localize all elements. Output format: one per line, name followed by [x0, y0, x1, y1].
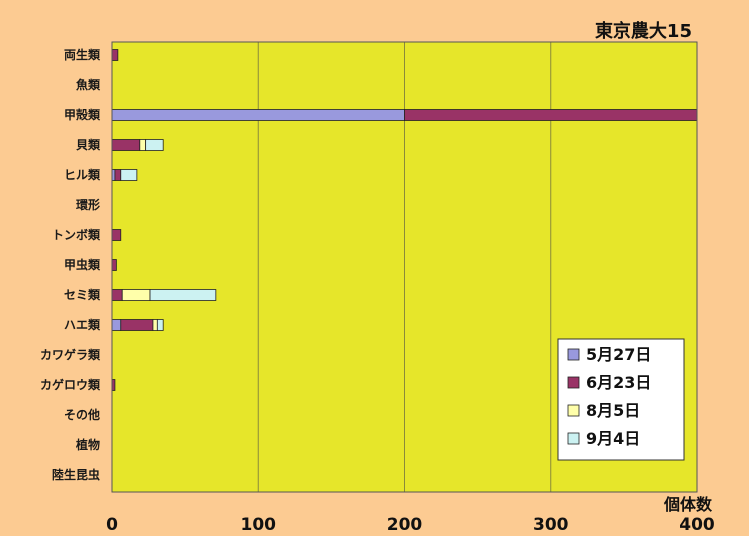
bar-segment [120, 319, 154, 331]
bar-segment [111, 289, 123, 301]
x-axis-label: 個体数 [663, 495, 713, 514]
x-tick-labels: 0 100 200 300 400 [106, 515, 715, 535]
bar-segment [121, 289, 151, 301]
legend-label: 8月5日 [586, 401, 640, 420]
bar-segment [111, 109, 405, 121]
bar-segment [156, 319, 164, 331]
category-label: セミ類 [64, 287, 101, 302]
category-label: カゲロウ類 [40, 377, 101, 392]
legend-swatch [567, 404, 580, 417]
category-label: カワゲラ類 [40, 347, 101, 362]
bar-segment [111, 49, 119, 61]
category-label: 甲殻類 [64, 107, 101, 122]
category-label: 魚類 [76, 77, 101, 92]
category-label: その他 [64, 407, 100, 422]
x-tick-label: 200 [387, 515, 423, 535]
category-label: 植物 [75, 437, 100, 452]
legend-swatch [567, 348, 580, 361]
category-label: トンボ類 [52, 227, 101, 242]
x-tick-label: 100 [241, 515, 277, 535]
bar-segment [145, 139, 164, 151]
category-label: 両生類 [64, 47, 101, 62]
bar-segment [139, 139, 147, 151]
x-tick-label: 0 [106, 515, 118, 535]
legend-swatch [567, 376, 580, 389]
bar-segment [111, 229, 122, 241]
plot-border [111, 41, 698, 493]
bar-segment [152, 319, 158, 331]
legend-swatch [567, 432, 580, 445]
category-label: 陸生昆虫 [52, 467, 100, 482]
legend-label: 6月23日 [586, 373, 651, 392]
category-label: 環形 [76, 198, 100, 212]
legend-label: 9月4日 [586, 429, 640, 448]
chart-title: 東京農大15 [595, 20, 692, 42]
legend: 5月27日 6月23日 8月5日 9月4日 [557, 338, 685, 461]
category-labels: 両生類魚類甲殻類貝類ヒル類環形トンボ類甲虫類セミ類ハエ類カワゲラ類カゲロウ類その… [40, 47, 101, 482]
category-label: 貝類 [76, 137, 101, 152]
bar-segment [120, 169, 138, 181]
category-label: 甲虫類 [64, 257, 101, 272]
bar-segment [111, 139, 141, 151]
x-tick-label: 300 [533, 515, 569, 535]
x-tick-label: 400 [679, 515, 715, 535]
bar-segment [111, 259, 117, 271]
bar-segment [149, 289, 217, 301]
legend-label: 5月27日 [586, 345, 651, 364]
bar-segment [111, 319, 122, 331]
category-label: ヒル類 [64, 167, 101, 182]
bar-segment [114, 169, 122, 181]
category-label: ハエ類 [64, 317, 101, 332]
bar-segment [404, 109, 698, 121]
